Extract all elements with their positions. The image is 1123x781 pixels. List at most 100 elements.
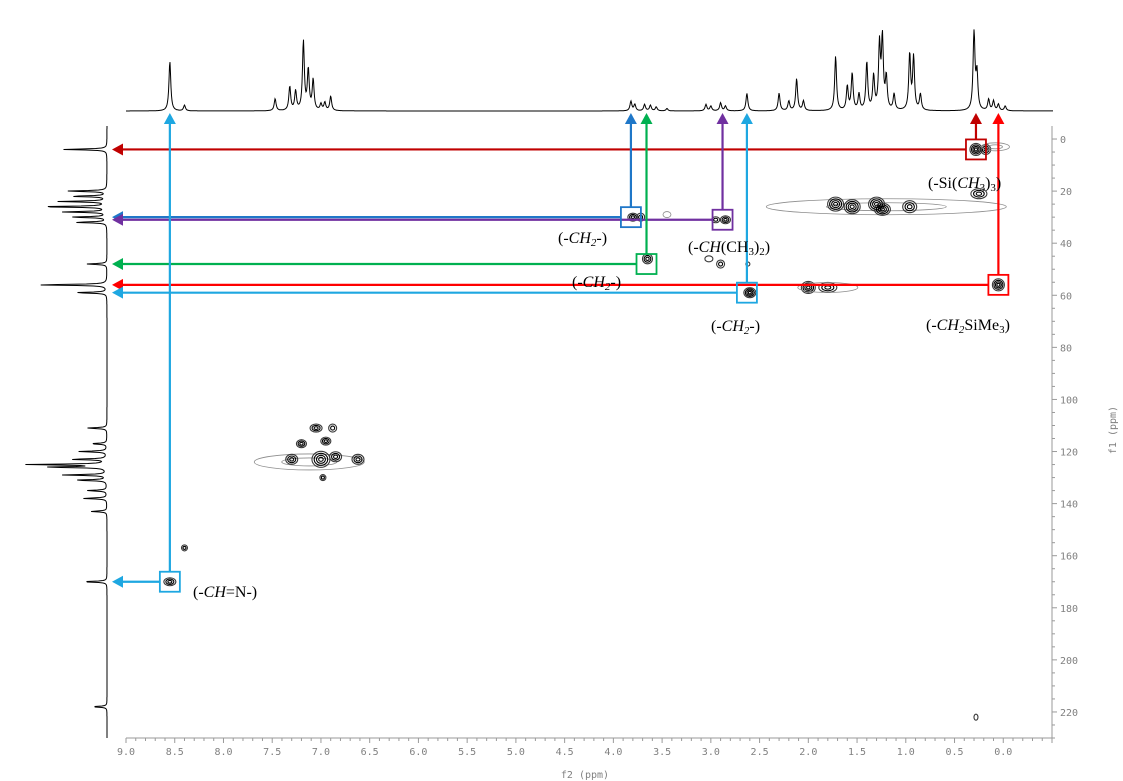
peak-label: (-CH2-) — [558, 230, 607, 249]
contour-ring — [981, 142, 1010, 152]
cross-peak — [180, 544, 189, 552]
contour-ring — [353, 455, 363, 464]
cross-peak — [311, 450, 331, 468]
contour-ring — [313, 426, 319, 430]
contour-ring — [299, 441, 304, 446]
contour-ring — [289, 457, 295, 462]
contour-ring — [662, 211, 672, 218]
x-tick-label: 1.5 — [848, 747, 866, 758]
contour-ring — [180, 544, 189, 552]
contour-ring — [970, 188, 988, 200]
highlight-box — [965, 138, 987, 161]
cross-peak — [319, 474, 327, 482]
y-tick-label: 220 — [1060, 708, 1078, 719]
contour-ring — [845, 200, 859, 213]
contour-ring — [253, 453, 365, 471]
contour-ring — [645, 256, 650, 262]
peak-label: (-CH2-) — [711, 318, 760, 337]
contour-ring — [972, 145, 980, 153]
y-tick-label: 120 — [1060, 448, 1078, 459]
contour-ring — [721, 216, 730, 223]
y-tick-label: 60 — [1060, 291, 1072, 302]
cross-peak — [797, 282, 859, 293]
cross-peak — [295, 439, 308, 449]
contour-ring — [165, 578, 175, 585]
peak-label: (-CH2SiMe3) — [926, 317, 1010, 336]
contour-ring — [873, 202, 891, 216]
correlation-arrow — [112, 113, 653, 271]
contour-ring — [643, 254, 652, 263]
contour-ring — [875, 204, 889, 215]
cross-peak — [973, 713, 979, 721]
x-tick-label: 5.5 — [458, 747, 476, 758]
contour-ring — [906, 204, 913, 210]
contour-ring — [309, 423, 323, 433]
contour-ring — [630, 215, 636, 220]
y-tick-label: 200 — [1060, 656, 1078, 667]
contour-ring — [329, 451, 343, 463]
peak-label: (-Si(CH3)3) — [928, 175, 1001, 194]
cross-peak — [743, 287, 757, 299]
cross-peak — [329, 451, 343, 463]
contour-ring — [627, 212, 639, 222]
contour-ring — [287, 455, 297, 464]
contour-ring — [723, 217, 728, 222]
contour-ring — [704, 255, 714, 263]
peak-labels: (-Si(CH3)3) (-CH2-) (-CH(CH3)2) (-CH2-) (-CH… — [193, 175, 1010, 601]
f2-projection-spectrum — [126, 29, 1053, 112]
peak-label: (-CH=N-) — [193, 584, 257, 601]
y-tick-label: 20 — [1060, 187, 1072, 198]
contour-ring — [847, 202, 857, 211]
contour-ring — [829, 198, 843, 210]
contour-ring — [355, 457, 361, 462]
x-tick-label: 0.0 — [994, 747, 1012, 758]
y-tick-label: 100 — [1060, 395, 1078, 406]
contour-ring — [991, 278, 1005, 292]
contour-ring — [744, 288, 755, 297]
highlight-box — [158, 570, 181, 593]
contour-ring — [716, 259, 726, 269]
peak-label: (-CH2-) — [572, 274, 621, 293]
contour-ring — [797, 282, 859, 293]
contour-ring — [904, 202, 915, 212]
contour-ring — [843, 199, 861, 215]
x-tick-label: 2.0 — [799, 747, 817, 758]
cross-peak — [351, 453, 365, 465]
y-axis-ticks: 0 20 40 60 80 100 120 140 160 180 200 220 — [1052, 135, 1078, 739]
contour-ring — [719, 215, 732, 225]
x-tick-label: 8.5 — [166, 747, 184, 758]
x-axis-title: f2 (ppm) — [561, 770, 609, 781]
contour-ring — [973, 147, 979, 152]
contour-ring — [295, 439, 308, 449]
contour-ring — [800, 280, 816, 295]
x-tick-label: 4.5 — [556, 747, 574, 758]
highlight-box — [620, 206, 642, 229]
y-tick-label: 0 — [1060, 135, 1066, 146]
cross-peak — [163, 577, 177, 587]
cross-peak — [253, 453, 365, 471]
contour-ring — [902, 200, 918, 214]
contour-ring — [330, 425, 336, 431]
contour-ring — [747, 290, 752, 295]
contour-ring — [718, 261, 724, 267]
contour-ring — [831, 200, 841, 209]
cross-peak — [309, 423, 323, 433]
highlight-box — [635, 253, 658, 275]
highlight-box — [987, 273, 1010, 296]
cross-peak — [641, 253, 654, 265]
contour-ring — [311, 424, 321, 432]
cross-peak — [843, 199, 861, 215]
y-tick-label: 140 — [1060, 500, 1078, 511]
f2-projection-trace — [126, 29, 1053, 112]
contour-ring — [320, 436, 332, 446]
x-tick-label: 7.5 — [263, 747, 281, 758]
correlation-arrow — [112, 113, 176, 588]
contour-ring — [877, 205, 887, 213]
contour-ring — [319, 474, 327, 482]
x-tick-label: 3.0 — [702, 747, 720, 758]
x-tick-label: 0.5 — [945, 747, 963, 758]
y-tick-label: 160 — [1060, 552, 1078, 563]
f1-projection-trace — [25, 126, 108, 738]
cross-peak — [827, 196, 845, 212]
contour-ring — [333, 454, 339, 459]
